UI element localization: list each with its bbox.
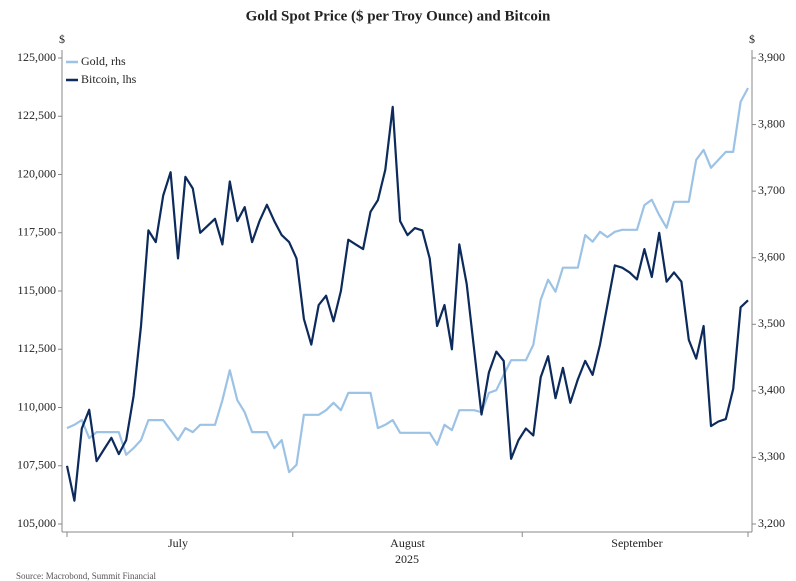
y-tick-label: 105,000 — [17, 516, 56, 530]
y-axis-label: $ — [59, 32, 65, 46]
y-tick-label: 117,500 — [17, 225, 56, 239]
y-tick-label: 110,000 — [17, 399, 56, 413]
y2-tick-label: 3,600 — [758, 249, 785, 263]
legend-label: Gold, rhs — [81, 54, 126, 68]
y2-tick-label: 3,800 — [758, 116, 785, 130]
x-axis-label: 2025 — [395, 552, 419, 566]
y-tick-label: 120,000 — [17, 166, 56, 180]
y2-tick-label: 3,900 — [758, 50, 785, 64]
y-tick-label: 107,500 — [17, 458, 56, 472]
y2-tick-label: 3,500 — [758, 316, 785, 330]
x-tick-label: September — [611, 536, 662, 550]
y2-tick-label: 3,700 — [758, 183, 785, 197]
y2-tick-label: 3,200 — [758, 516, 785, 530]
y-tick-label: 125,000 — [17, 50, 56, 64]
y-tick-label: 112,500 — [17, 341, 56, 355]
x-tick-label: August — [390, 536, 425, 550]
y-tick-label: 115,000 — [17, 283, 56, 297]
legend-label: Bitcoin, lhs — [81, 72, 137, 86]
y-tick-label: 122,500 — [17, 108, 56, 122]
source: Source: Macrobond, Summit Financial — [16, 571, 156, 581]
line-series — [65, 105, 749, 502]
y2-axis-label: $ — [749, 32, 755, 46]
x-tick-label: July — [168, 536, 188, 550]
line-series — [66, 87, 749, 474]
y2-tick-label: 3,300 — [758, 449, 785, 463]
y2-tick-label: 3,400 — [758, 383, 785, 397]
chart-title: Gold Spot Price ($ per Troy Ounce) and B… — [246, 8, 551, 24]
